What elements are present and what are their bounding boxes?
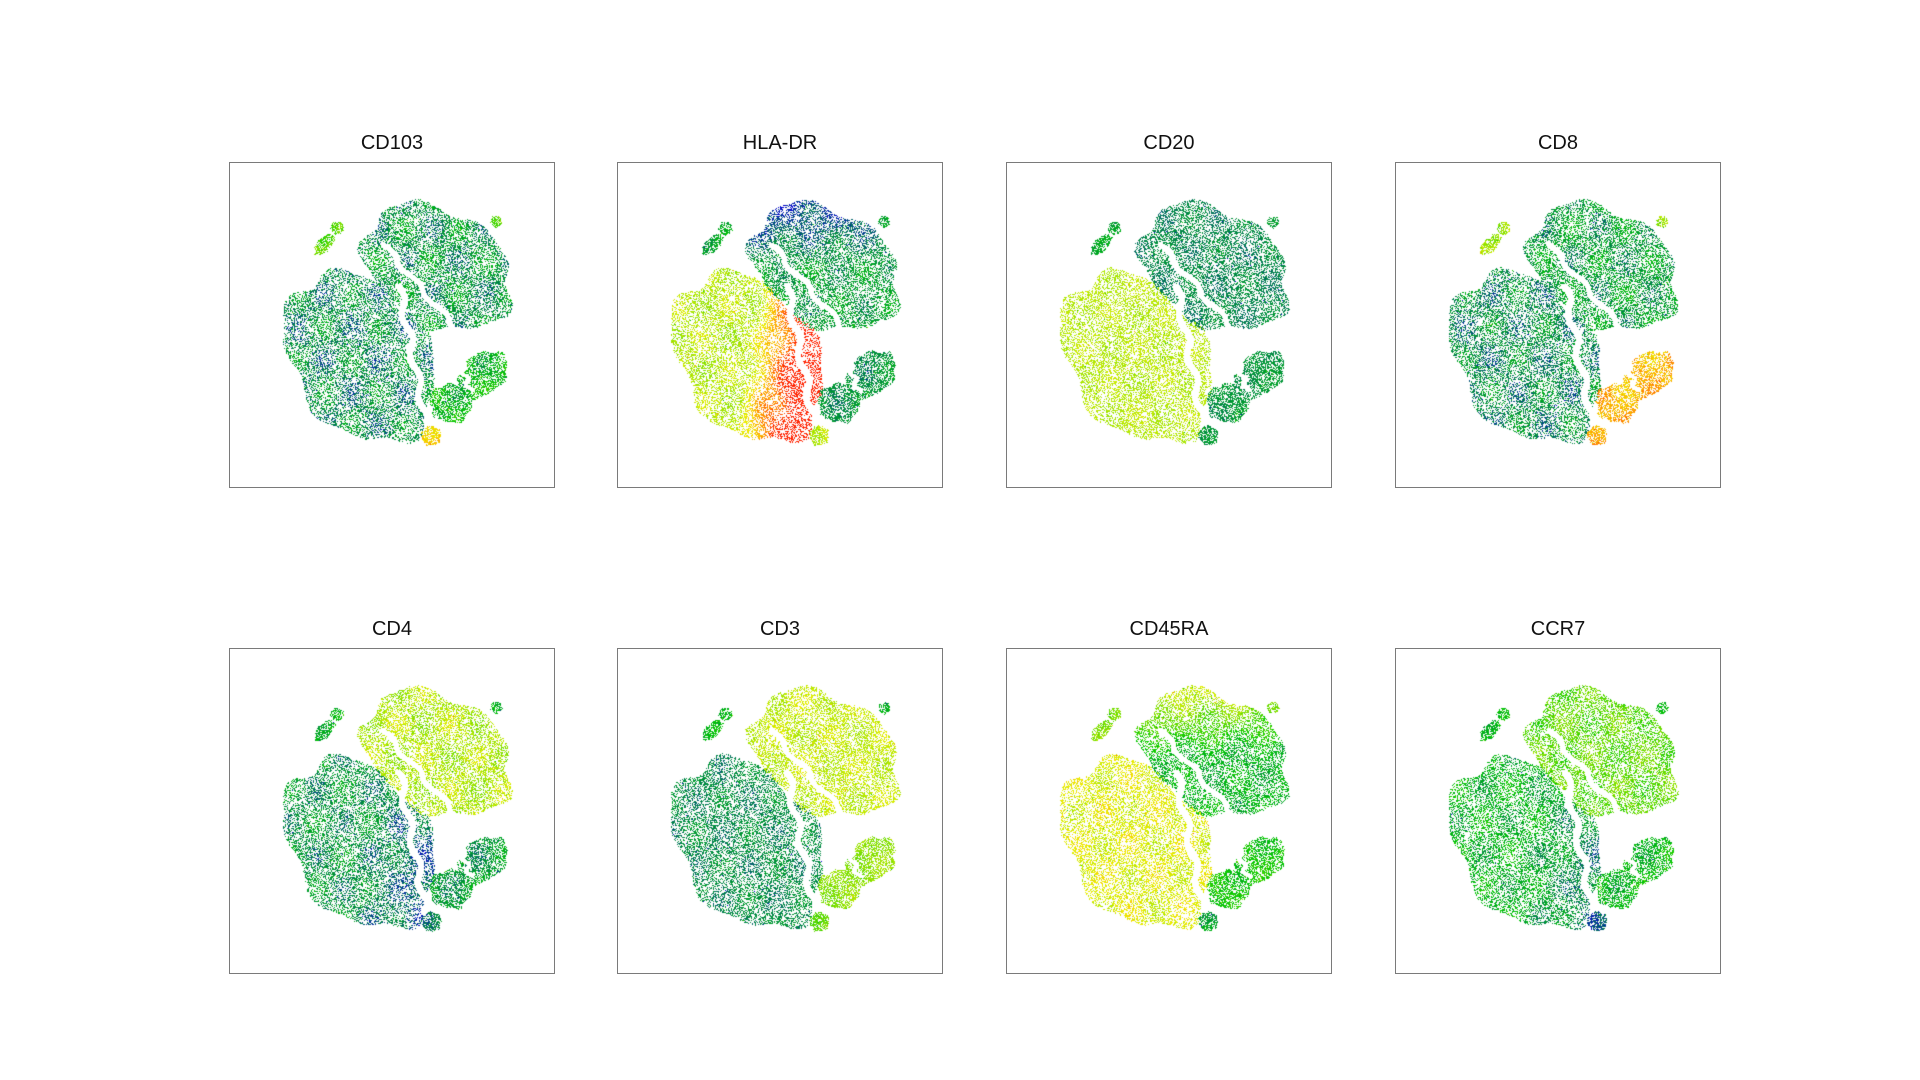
scatter-plot-cd20 (1006, 162, 1332, 488)
scatter-plot-cd3 (617, 648, 943, 974)
scatter-points-cd103 (230, 163, 554, 487)
scatter-points-hla-dr (618, 163, 942, 487)
panel-title: CD3 (759, 618, 800, 640)
panel-title: CD103 (360, 132, 424, 154)
scatter-plot-ccr7 (1395, 648, 1721, 974)
panel-cd4: CD4 (229, 614, 555, 974)
panel-ccr7: CCR7 (1395, 614, 1721, 974)
scatter-points-cd3 (618, 649, 942, 973)
scatter-plot-cd4 (229, 648, 555, 974)
panel-title: CD20 (1143, 132, 1195, 154)
scatter-points-ccr7 (1396, 649, 1720, 973)
scatter-points-cd20 (1007, 163, 1331, 487)
panel-title: CCR7 (1530, 618, 1586, 640)
scatter-plot-hla-dr (617, 162, 943, 488)
scatter-points-cd4 (230, 649, 554, 973)
panel-cd3: CD3 (617, 614, 943, 974)
panel-title: CD4 (371, 618, 412, 640)
panel-title: HLA-DR (742, 132, 818, 154)
panel-cd103: CD103 (229, 128, 555, 488)
scatter-plot-cd45ra (1006, 648, 1332, 974)
panel-cd45ra: CD45RA (1006, 614, 1332, 974)
scatter-plot-cd103 (229, 162, 555, 488)
scatter-points-cd8 (1396, 163, 1720, 487)
scatter-plot-cd8 (1395, 162, 1721, 488)
scatter-points-cd45ra (1007, 649, 1331, 973)
panel-hla-dr: HLA-DR (617, 128, 943, 488)
panel-title: CD8 (1537, 132, 1578, 154)
panel-title: CD45RA (1129, 618, 1209, 640)
panel-cd20: CD20 (1006, 128, 1332, 488)
panel-cd8: CD8 (1395, 128, 1721, 488)
